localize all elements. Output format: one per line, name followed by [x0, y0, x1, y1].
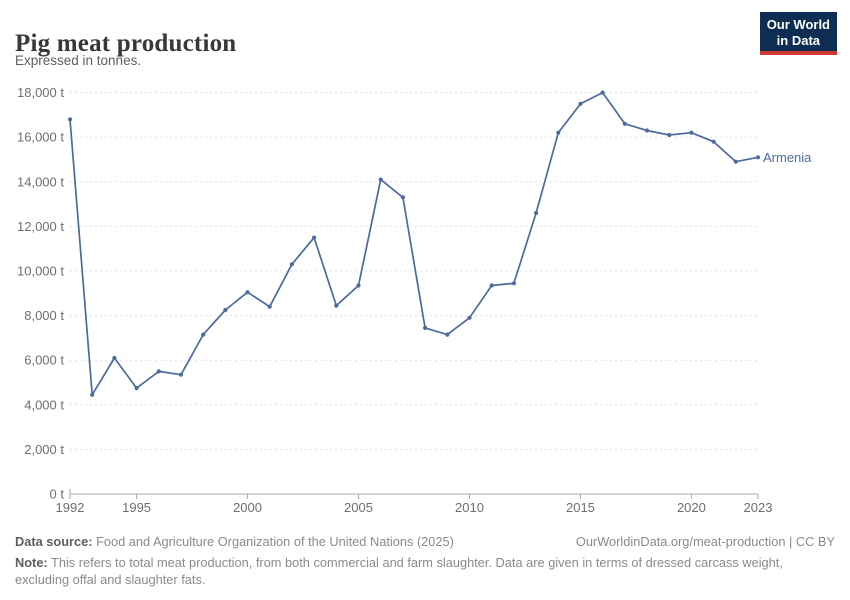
x-axis-tick-label: 2023	[744, 500, 773, 515]
data-point[interactable]	[334, 303, 339, 308]
data-source: Data source: Food and Agriculture Organi…	[15, 534, 454, 551]
data-point[interactable]	[489, 283, 494, 288]
note-text: This refers to total meat production, fr…	[15, 555, 783, 588]
y-axis-tick-label: 8,000 t	[24, 308, 64, 323]
data-point[interactable]	[112, 355, 117, 361]
y-axis-tick-label: 4,000 t	[24, 397, 64, 412]
data-point[interactable]	[511, 281, 516, 286]
y-axis-tick-label: 10,000 t	[17, 264, 64, 279]
x-axis-tick-label: 1995	[122, 500, 151, 515]
data-point[interactable]	[356, 283, 361, 288]
x-axis-tick-label: 1992	[56, 500, 85, 515]
data-point[interactable]	[556, 130, 561, 135]
data-point[interactable]	[534, 210, 539, 216]
data-point[interactable]	[245, 290, 250, 295]
x-axis-tick-label: 2010	[455, 500, 484, 515]
data-point[interactable]	[644, 128, 650, 133]
owid-logo-line1: Our World	[766, 17, 830, 32]
x-axis-tick-label: 2005	[344, 500, 373, 515]
chart-footer: Data source: Food and Agriculture Organi…	[15, 534, 835, 589]
data-point[interactable]	[667, 132, 672, 138]
x-axis-tick-label: 2015	[566, 500, 595, 515]
data-point[interactable]	[312, 235, 317, 240]
data-point[interactable]	[223, 307, 228, 313]
data-point[interactable]	[755, 155, 761, 160]
owid-logo-line2: in Data	[776, 32, 821, 48]
y-axis-tick-label: 18,000 t	[17, 85, 64, 100]
note-label: Note:	[15, 555, 48, 571]
data-point[interactable]	[622, 121, 627, 126]
page-subtitle: Expressed in tonnes.	[15, 53, 142, 68]
data-point[interactable]	[467, 315, 472, 320]
data-point[interactable]	[711, 139, 716, 144]
data-point[interactable]	[134, 386, 139, 391]
y-axis-tick-label: 0 t	[50, 487, 65, 502]
data-point[interactable]	[445, 332, 450, 337]
data-point[interactable]	[689, 130, 694, 135]
data-point[interactable]	[423, 325, 428, 330]
data-point[interactable]	[267, 304, 272, 309]
series-label-armenia[interactable]: Armenia	[763, 150, 812, 165]
data-point[interactable]	[378, 177, 383, 182]
data-point[interactable]	[156, 369, 161, 374]
x-axis-tick-label: 2000	[233, 500, 262, 515]
data-source-label: Data source:	[15, 534, 93, 550]
page-title: Pig meat production	[15, 29, 237, 57]
data-point[interactable]	[600, 90, 605, 95]
owid-logo[interactable]: Our World in Data	[759, 12, 837, 55]
y-axis-tick-label: 2,000 t	[24, 442, 64, 457]
data-point[interactable]	[400, 195, 405, 200]
data-source-text: Food and Agriculture Organization of the…	[92, 534, 454, 550]
x-axis-tick-label: 2020	[677, 500, 706, 515]
data-point[interactable]	[201, 332, 206, 337]
y-axis-tick-label: 16,000 t	[17, 130, 64, 145]
data-point[interactable]	[90, 392, 95, 397]
data-point[interactable]	[178, 372, 184, 377]
y-axis-tick-label: 6,000 t	[24, 353, 64, 368]
data-point[interactable]	[67, 117, 73, 122]
data-point[interactable]	[578, 101, 583, 106]
data-point[interactable]	[289, 262, 294, 267]
chart-note: Note: This refers to total meat producti…	[15, 555, 815, 589]
series-line-armenia[interactable]	[69, 91, 759, 396]
canonical-link[interactable]: OurWorldinData.org/meat-production | CC …	[575, 534, 835, 550]
data-point[interactable]	[733, 159, 738, 164]
y-axis-tick-label: 12,000 t	[17, 219, 64, 234]
y-axis-tick-label: 14,000 t	[17, 174, 64, 189]
